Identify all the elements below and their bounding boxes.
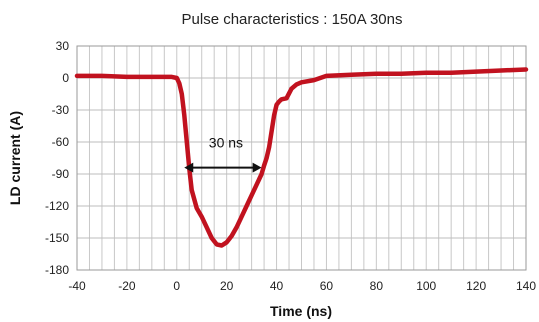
y-tick-label: -180 bbox=[45, 263, 69, 277]
annotation-arrowhead-left bbox=[184, 162, 194, 173]
x-axis-label: Time (ns) bbox=[270, 303, 332, 319]
x-tick-label: 80 bbox=[370, 279, 384, 293]
series-line-ld-current bbox=[74, 67, 529, 248]
y-tick-label: 0 bbox=[62, 71, 69, 85]
y-tick-label: -30 bbox=[52, 103, 70, 117]
y-tick-label: -60 bbox=[52, 135, 70, 149]
y-tick-label: -150 bbox=[45, 231, 69, 245]
y-axis-label: LD current (A) bbox=[7, 111, 23, 205]
x-tick-label: 140 bbox=[516, 279, 536, 293]
x-tick-label: 120 bbox=[466, 279, 486, 293]
x-tick-label: 40 bbox=[270, 279, 284, 293]
x-tick-label: 0 bbox=[173, 279, 180, 293]
y-tick-label: -120 bbox=[45, 199, 69, 213]
y-tick-label: 30 bbox=[56, 39, 70, 53]
grid bbox=[76, 45, 527, 271]
plot-frame bbox=[76, 45, 527, 271]
x-tick-label: 100 bbox=[416, 279, 436, 293]
x-tick-labels: -40 -20 0 20 40 60 80 100 120 140 bbox=[68, 279, 536, 293]
chart-title: Pulse characteristics : 150A 30ns bbox=[182, 11, 403, 28]
x-tick-label: -20 bbox=[118, 279, 136, 293]
x-tick-label: -40 bbox=[68, 279, 86, 293]
y-tick-label: -90 bbox=[52, 167, 70, 181]
pulse-width-annotation: 30 ns bbox=[184, 135, 262, 173]
x-tick-label: 60 bbox=[320, 279, 334, 293]
y-tick-labels: 30 0 -30 -60 -90 -120 -150 -180 bbox=[45, 39, 69, 277]
x-tick-label: 20 bbox=[220, 279, 234, 293]
annotation-label: 30 ns bbox=[209, 135, 243, 151]
annotation-arrowhead-right bbox=[252, 162, 262, 173]
